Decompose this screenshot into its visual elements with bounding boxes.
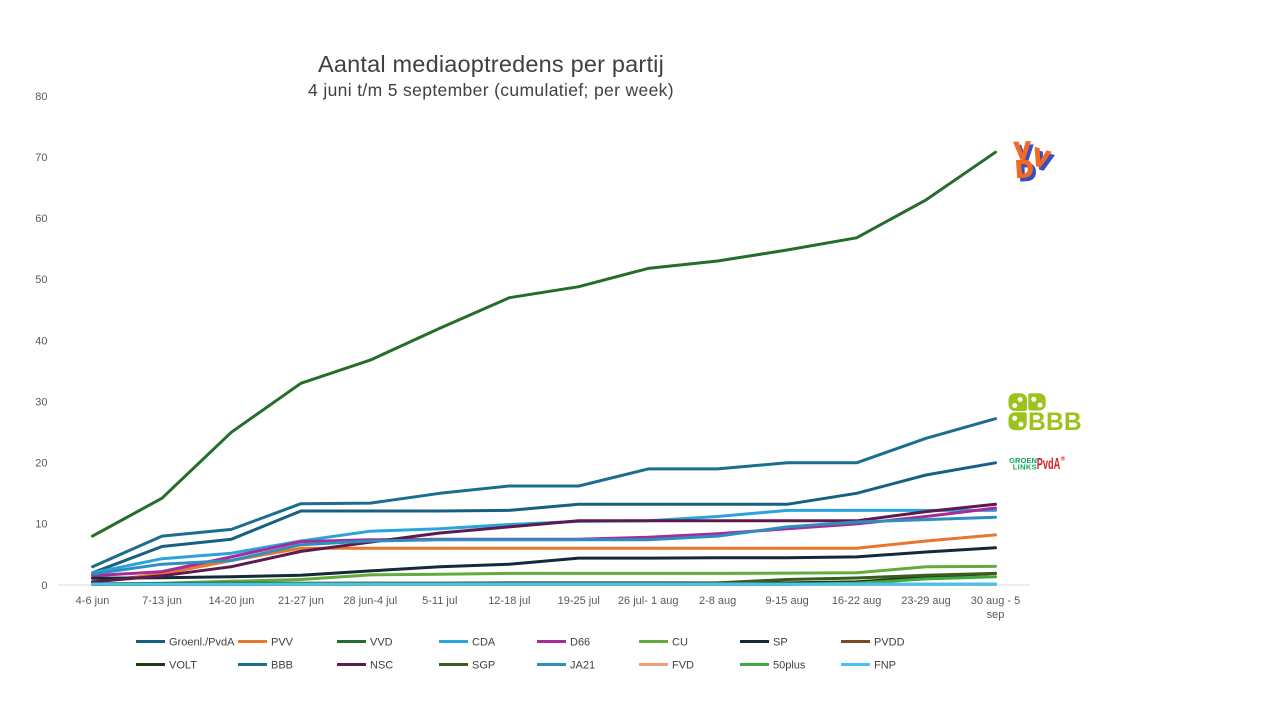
svg-text:GROEN: GROEN	[1009, 456, 1037, 465]
svg-text:VOLT: VOLT	[169, 660, 197, 672]
svg-text:28 jun-4 jul: 28 jun-4 jul	[343, 595, 397, 607]
svg-text:21-27 jun: 21-27 jun	[278, 595, 324, 607]
svg-text:60: 60	[35, 213, 47, 225]
svg-text:2-8 aug: 2-8 aug	[699, 595, 736, 607]
svg-text:4-6 jun: 4-6 jun	[76, 595, 110, 607]
svg-text:NSC: NSC	[370, 660, 393, 672]
svg-text:BBB: BBB	[1028, 409, 1082, 436]
svg-text:PVV: PVV	[271, 637, 294, 649]
svg-text:SGP: SGP	[472, 660, 495, 672]
svg-text:FNP: FNP	[874, 660, 896, 672]
svg-text:D: D	[1018, 159, 1037, 187]
svg-text:9-15 aug: 9-15 aug	[765, 595, 808, 607]
svg-text:CDA: CDA	[472, 637, 496, 649]
svg-text:26 jul- 1 aug: 26 jul- 1 aug	[618, 595, 679, 607]
svg-text:20: 20	[35, 458, 47, 470]
svg-text:0: 0	[41, 580, 47, 592]
svg-text:16-22 aug: 16-22 aug	[832, 595, 882, 607]
svg-text:30 aug - 5: 30 aug - 5	[971, 595, 1021, 607]
svg-text:D: D	[1015, 155, 1034, 183]
svg-text:40: 40	[35, 335, 47, 347]
svg-text:23-29 aug: 23-29 aug	[901, 595, 951, 607]
svg-text:V: V	[1014, 137, 1031, 165]
svg-text:PVDD: PVDD	[874, 637, 905, 649]
svg-text:50plus: 50plus	[773, 660, 806, 672]
svg-text:JA21: JA21	[570, 660, 595, 672]
svg-text:D66: D66	[570, 637, 590, 649]
svg-text:19-25 jul: 19-25 jul	[558, 595, 600, 607]
svg-text:VVD: VVD	[370, 637, 393, 649]
svg-text:Groenl./PvdA: Groenl./PvdA	[169, 637, 235, 649]
svg-text:CU: CU	[672, 637, 688, 649]
svg-text:®: ®	[1061, 456, 1066, 463]
svg-text:7-13 jun: 7-13 jun	[142, 595, 182, 607]
svg-text:FVD: FVD	[672, 660, 694, 672]
svg-text:70: 70	[35, 152, 47, 164]
svg-text:10: 10	[35, 519, 47, 531]
svg-text:SP: SP	[773, 637, 788, 649]
svg-text:5-11 jul: 5-11 jul	[422, 595, 457, 607]
svg-text:PvdA: PvdA	[1037, 456, 1061, 473]
svg-text:30: 30	[35, 396, 47, 408]
svg-text:LINKS: LINKS	[1013, 462, 1037, 471]
svg-text:14-20 jun: 14-20 jun	[208, 595, 254, 607]
svg-text:BBB: BBB	[271, 660, 293, 672]
svg-text:4 juni t/m 5 september (cumula: 4 juni t/m 5 september (cumulatief; per …	[308, 80, 674, 100]
svg-text:Aantal mediaoptredens per part: Aantal mediaoptredens per partij	[318, 51, 664, 77]
svg-text:80: 80	[35, 91, 47, 103]
svg-text:sep: sep	[987, 609, 1005, 621]
svg-text:12-18 jul: 12-18 jul	[488, 595, 530, 607]
svg-text:50: 50	[35, 274, 47, 286]
svg-text:V: V	[1017, 141, 1034, 169]
